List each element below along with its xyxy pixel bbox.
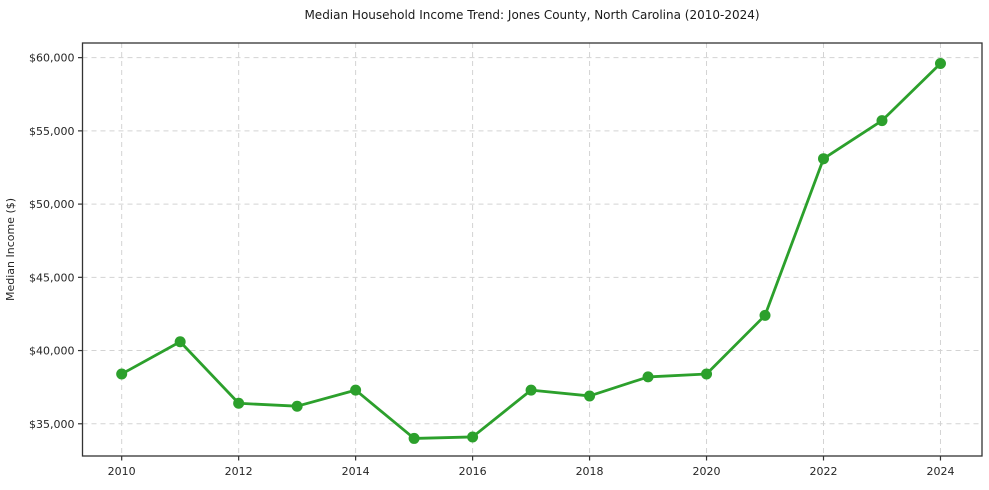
x-tick-label: 2016	[459, 465, 487, 478]
data-point	[759, 309, 771, 321]
x-tick-label: 2012	[225, 465, 253, 478]
data-point	[116, 368, 128, 380]
y-tick-label: $35,000	[29, 418, 75, 431]
data-point	[291, 400, 303, 412]
x-tick-label: 2018	[576, 465, 604, 478]
y-tick-label: $55,000	[29, 125, 75, 138]
x-tick-label: 2024	[926, 465, 954, 478]
y-tick-label: $50,000	[29, 198, 75, 211]
data-point	[525, 384, 537, 396]
y-tick-label: $60,000	[29, 52, 75, 65]
data-point	[642, 371, 654, 383]
data-point	[876, 115, 888, 127]
data-point	[701, 368, 713, 380]
data-point	[408, 432, 420, 444]
data-point	[818, 153, 830, 165]
y-tick-label: $45,000	[29, 271, 75, 284]
trend-line	[120, 62, 942, 440]
chart-title: Median Household Income Trend: Jones Cou…	[304, 8, 760, 22]
data-point	[467, 431, 479, 443]
data-point	[233, 397, 245, 409]
x-tick-label: 2020	[693, 465, 721, 478]
data-point	[584, 390, 596, 402]
data-point	[934, 58, 946, 70]
x-tick-label: 2022	[810, 465, 838, 478]
data-point	[350, 384, 362, 396]
data-point	[174, 336, 186, 348]
y-tick-label: $40,000	[29, 345, 75, 358]
x-tick-label: 2014	[342, 465, 370, 478]
plot-border	[81, 42, 983, 457]
x-tick-label: 2010	[108, 465, 136, 478]
